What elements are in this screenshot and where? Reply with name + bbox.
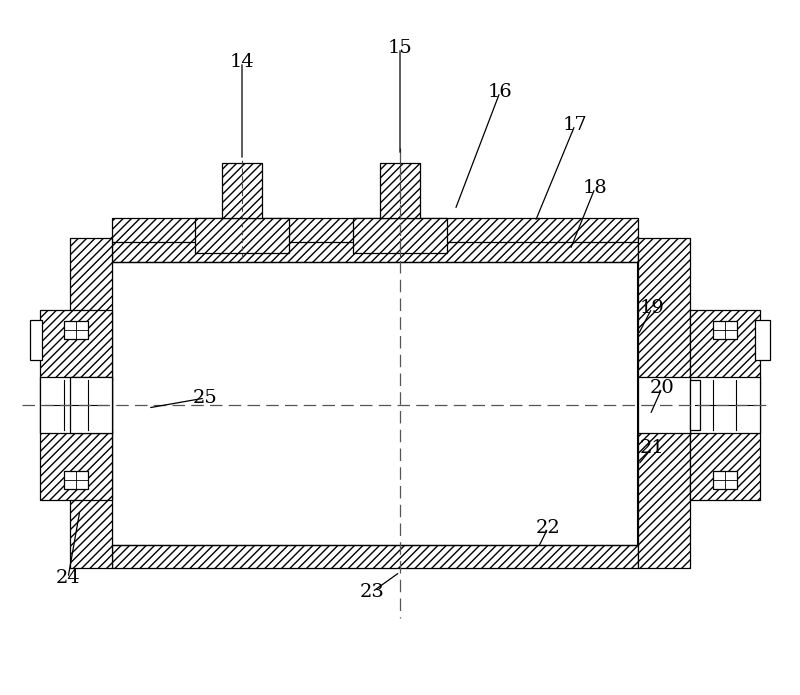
Text: 18: 18 — [582, 179, 607, 197]
Bar — [690, 377, 760, 433]
Text: 23: 23 — [359, 583, 385, 601]
Bar — [690, 380, 700, 430]
Polygon shape — [638, 430, 690, 568]
Bar — [713, 321, 737, 339]
Bar — [64, 321, 88, 339]
Polygon shape — [195, 218, 289, 253]
Text: 17: 17 — [562, 116, 587, 134]
Polygon shape — [690, 310, 760, 500]
Polygon shape — [70, 238, 112, 380]
Bar — [30, 320, 42, 360]
Polygon shape — [638, 238, 690, 380]
Bar — [64, 471, 88, 489]
Text: 14: 14 — [230, 53, 254, 71]
Bar — [755, 320, 770, 360]
Polygon shape — [40, 310, 112, 500]
Bar — [713, 471, 737, 489]
Polygon shape — [112, 545, 638, 568]
Text: 25: 25 — [193, 389, 218, 407]
Bar — [638, 377, 690, 433]
Bar — [112, 238, 638, 568]
Bar — [70, 377, 112, 433]
Polygon shape — [222, 163, 262, 218]
Text: 16: 16 — [488, 83, 512, 101]
Polygon shape — [353, 218, 447, 253]
Text: 20: 20 — [650, 379, 674, 397]
Text: 15: 15 — [388, 39, 412, 57]
Bar — [40, 377, 112, 433]
Text: 21: 21 — [640, 439, 664, 457]
Text: 24: 24 — [56, 569, 80, 587]
Polygon shape — [70, 430, 112, 568]
Polygon shape — [112, 238, 638, 262]
Text: 22: 22 — [536, 519, 560, 537]
Text: 19: 19 — [639, 299, 665, 317]
Polygon shape — [380, 163, 420, 218]
Polygon shape — [112, 218, 638, 242]
